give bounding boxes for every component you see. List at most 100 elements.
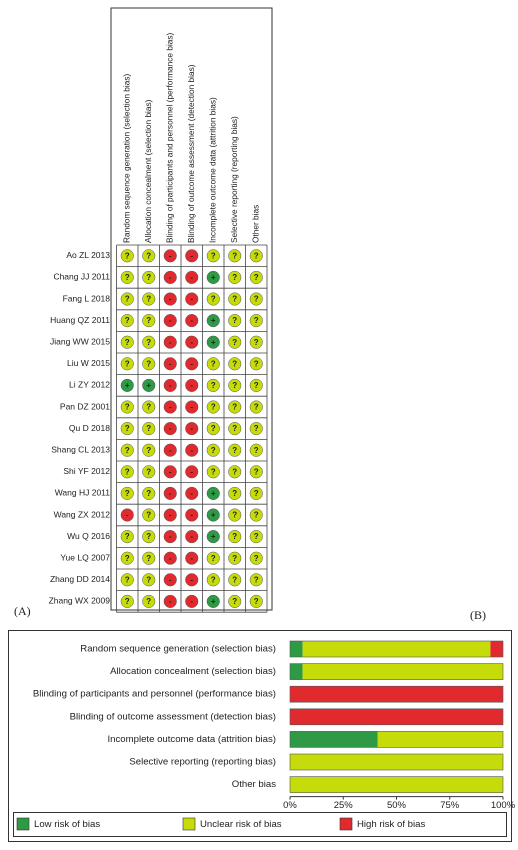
bar-segment	[290, 708, 503, 725]
judgment-symbol: -	[169, 251, 172, 260]
judgment-symbol: ?	[254, 511, 259, 520]
judgment-symbol: ?	[232, 532, 237, 541]
judgment-dot	[206, 443, 220, 457]
judgment-dot	[228, 378, 242, 392]
judgment-symbol: ?	[146, 273, 151, 282]
study-label: Shang CL 2013	[51, 444, 110, 454]
judgment-dot	[206, 465, 220, 479]
judgment-symbol: ?	[254, 424, 259, 433]
x-tick-label: 50%	[387, 800, 407, 811]
judgment-symbol: +	[211, 597, 216, 606]
judgment-symbol: ?	[146, 295, 151, 304]
study-label: Shi YF 2012	[63, 466, 110, 476]
judgment-dot	[228, 422, 242, 436]
study-label: Huang QZ 2011	[50, 315, 110, 325]
judgment-symbol: ?	[211, 424, 216, 433]
judgment-symbol: ?	[232, 273, 237, 282]
judgment-dot	[228, 530, 242, 544]
judgment-symbol: ?	[125, 489, 130, 498]
judgment-dot	[142, 486, 156, 500]
judgment-symbol: ?	[254, 273, 259, 282]
judgment-symbol: ?	[125, 597, 130, 606]
category-label: Other bias	[232, 779, 276, 790]
judgment-dot	[185, 465, 199, 479]
legend-frame	[13, 812, 507, 837]
judgment-dot	[228, 486, 242, 500]
judgment-symbol: ?	[125, 403, 130, 412]
judgment-dot	[142, 530, 156, 544]
judgment-dot	[228, 594, 242, 608]
judgment-dot	[163, 249, 177, 263]
judgment-dot	[249, 573, 263, 587]
judgment-symbol: ?	[146, 554, 151, 563]
judgment-symbol: ?	[232, 381, 237, 390]
judgment-dot	[185, 422, 199, 436]
judgment-symbol: ?	[254, 575, 259, 584]
judgment-symbol: +	[211, 489, 216, 498]
legend-label: High risk of bias	[357, 819, 425, 830]
judgment-dot	[163, 594, 177, 608]
judgment-symbol: ?	[125, 295, 130, 304]
judgment-dot	[142, 443, 156, 457]
judgment-symbol: ?	[254, 489, 259, 498]
judgment-symbol: -	[190, 338, 193, 347]
judgment-dot	[163, 573, 177, 587]
judgment-dot	[249, 335, 263, 349]
judgment-dot	[120, 594, 134, 608]
judgment-dot	[163, 465, 177, 479]
judgment-symbol: -	[169, 575, 172, 584]
legend-swatch	[16, 817, 30, 831]
study-label: Zhang WX 2009	[49, 596, 111, 606]
study-label: Chang JJ 2011	[53, 272, 110, 282]
judgment-symbol: +	[211, 511, 216, 520]
judgment-symbol: ?	[146, 597, 151, 606]
bar-segment	[290, 641, 303, 657]
category-label: Incomplete outcome data (attrition bias)	[107, 734, 276, 745]
judgment-symbol: -	[190, 295, 193, 304]
judgment-dot	[206, 594, 220, 608]
judgment-dot	[249, 422, 263, 436]
judgment-dot	[228, 335, 242, 349]
judgment-dot	[163, 486, 177, 500]
judgment-dot	[206, 270, 220, 284]
study-label: Wang HJ 2011	[55, 488, 111, 498]
judgment-symbol: ?	[146, 446, 151, 455]
domain-header: Allocation concealment (selection bias)	[143, 99, 153, 243]
judgment-dot	[185, 508, 199, 522]
judgment-dot	[142, 465, 156, 479]
judgment-dot	[163, 443, 177, 457]
judgment-symbol: -	[190, 316, 193, 325]
judgment-dot	[185, 357, 199, 371]
judgment-symbol: ?	[125, 532, 130, 541]
judgment-symbol: -	[190, 359, 193, 368]
study-label: Pan DZ 2001	[60, 401, 110, 411]
judgment-symbol: ?	[232, 467, 237, 476]
judgment-symbol: -	[190, 575, 193, 584]
judgment-dot	[206, 486, 220, 500]
judgment-dot	[120, 335, 134, 349]
judgment-dot	[120, 508, 134, 522]
judgment-symbol: -	[126, 511, 129, 520]
judgment-dot	[120, 357, 134, 371]
judgment-dot	[206, 551, 220, 565]
judgment-symbol: ?	[232, 295, 237, 304]
category-label: Random sequence generation (selection bi…	[80, 644, 276, 655]
judgment-dot	[185, 400, 199, 414]
judgment-symbol: ?	[211, 446, 216, 455]
judgment-dot	[249, 357, 263, 371]
study-label: Fang L 2018	[63, 293, 111, 303]
bar-outline	[289, 708, 504, 726]
study-label: Jiang WW 2015	[50, 336, 110, 346]
judgment-dot	[185, 594, 199, 608]
study-label: Zhang DD 2014	[50, 574, 110, 584]
judgment-dot	[142, 422, 156, 436]
judgment-symbol: ?	[146, 338, 151, 347]
study-label: Qu D 2018	[69, 423, 110, 433]
judgment-symbol: ?	[146, 359, 151, 368]
judgment-dot	[120, 400, 134, 414]
judgment-symbol: -	[169, 381, 172, 390]
judgment-symbol: -	[169, 424, 172, 433]
judgment-symbol: ?	[125, 575, 130, 584]
judgment-dot	[120, 314, 134, 328]
